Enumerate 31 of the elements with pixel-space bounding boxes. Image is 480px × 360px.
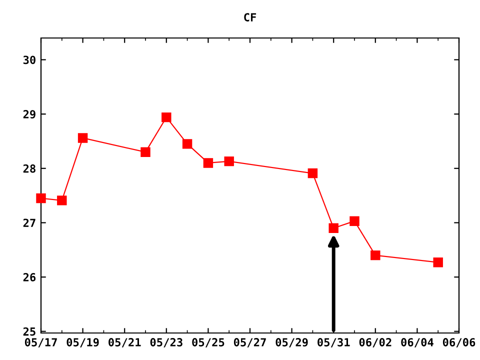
x-tick-label: 06/04 (401, 338, 434, 348)
x-tick-label: 05/19 (66, 338, 99, 348)
y-tick-label: 29 (23, 110, 36, 118)
x-tick-label: 05/27 (234, 338, 266, 348)
y-tick-label: 26 (23, 273, 36, 282)
point (350, 216, 360, 226)
x-tick-label: 05/31 (318, 338, 350, 348)
y-tick-label: 25 (23, 327, 36, 336)
point (203, 158, 214, 168)
y-tick-label: 27 (23, 218, 36, 227)
point (78, 133, 88, 143)
point (182, 139, 192, 149)
point (36, 193, 46, 204)
point (57, 196, 67, 206)
chart-title: CF (244, 13, 256, 22)
x-tick-label: 05/17 (24, 338, 57, 348)
x-tick-label: 05/21 (108, 338, 141, 348)
x-tick-label: 06/02 (359, 338, 392, 348)
point (370, 250, 380, 260)
point (224, 156, 234, 166)
point (328, 223, 338, 234)
point (308, 168, 318, 178)
x-tick-label: 05/25 (192, 338, 224, 348)
y-tick-label: 30 (23, 56, 36, 64)
point (162, 112, 172, 122)
point (140, 147, 150, 157)
point (433, 258, 443, 268)
x-tick-label: 06/06 (442, 338, 476, 348)
x-tick-label: 05/29 (276, 338, 308, 348)
y-tick-label: 28 (23, 164, 36, 173)
x-tick-label: 05/23 (150, 338, 182, 348)
